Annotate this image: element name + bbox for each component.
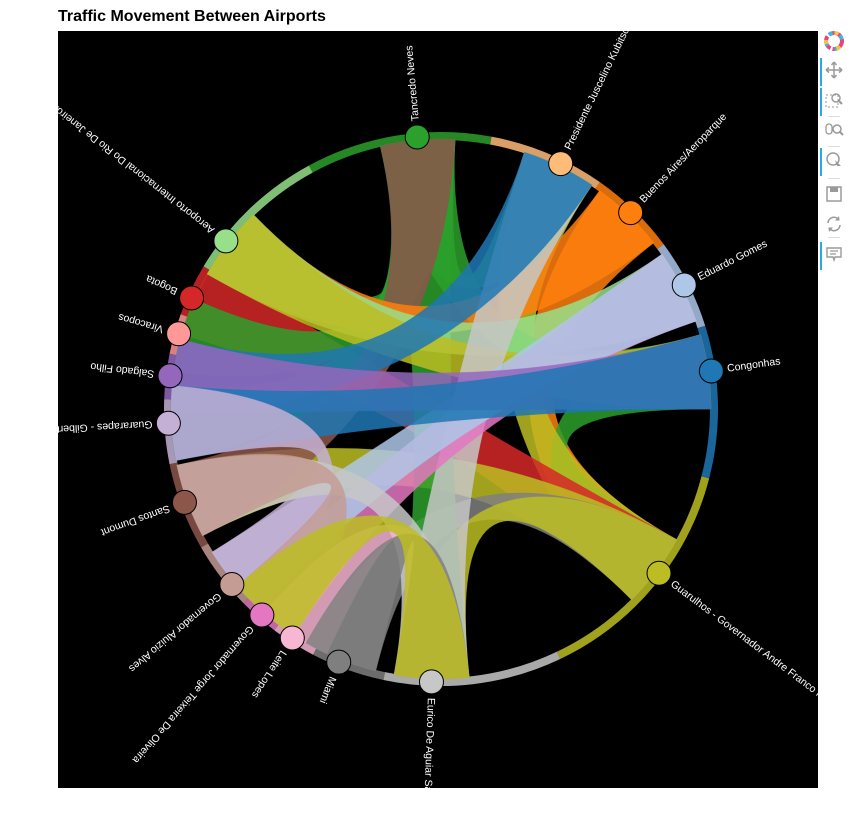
node-congonhas[interactable] <box>698 358 724 384</box>
tap-icon[interactable] <box>820 148 846 176</box>
ring-segment-presidente-juscelino-kubitschek <box>490 136 600 189</box>
node-buenos-aires-aeroparque[interactable] <box>618 200 644 226</box>
node-label-governador-aluizio-alves: Governador Aluizio Alves <box>126 590 223 674</box>
node-aeroporto-internacional-do-rio-de-janeiro-gale-o[interactable] <box>213 228 239 254</box>
wheel-zoom-icon[interactable] <box>822 118 846 142</box>
node-salgado-filho[interactable] <box>157 363 183 389</box>
node-governador-aluizio-alves[interactable] <box>219 571 245 597</box>
chart-title: Traffic Movement Between Airports <box>58 8 326 25</box>
node-label-congonhas: Congonhas <box>726 355 781 374</box>
node-presidente-juscelino-kubitschek[interactable] <box>548 151 574 177</box>
ring-segment-aeroporto-internacional-do-rio-de-janeiro-gale-o <box>203 165 313 271</box>
node-label-guarulhos-governador-andre-franco-montoro: Guarulhos - Governador Andre Franco Mont… <box>668 578 818 720</box>
node-governador-jorge-teixeira-de-oliveira[interactable] <box>249 602 275 628</box>
node-leite-lopes[interactable] <box>279 625 305 651</box>
node-guarulhos-governador-andre-franco-montoro[interactable] <box>646 560 672 586</box>
node-viracopos[interactable] <box>166 321 192 347</box>
hover-icon[interactable] <box>820 242 846 270</box>
node-label-buenos-aires-aeroparque: Buenos Aires/Aeroparque <box>637 111 729 206</box>
node-eurico-de-aguiar-salles[interactable] <box>418 669 444 695</box>
plot-area[interactable]: Congonhas Eduardo Gomes Buenos Aires/Aerop… <box>58 31 818 788</box>
chord-governador-jorge-teixeira-de-oliveira-to-eurico-de-aguiar-salles[interactable] <box>236 515 470 680</box>
node-santos-dumont[interactable] <box>171 489 197 515</box>
node-label-guararapes-gilberto-freyre: Guararapes - Gilberto Freyre <box>58 418 153 437</box>
ring-segment-eurico-de-aguiar-salles <box>383 651 561 686</box>
node-label-presidente-juscelino-kubitschek: Presidente Juscelino Kubitschek <box>562 31 639 152</box>
box-zoom-icon[interactable] <box>820 88 846 116</box>
ring-segment-tancredo-neves <box>308 132 492 173</box>
node-bogota[interactable] <box>179 285 205 311</box>
node-label-aeroporto-internacional-do-rio-de-janeiro-gale-o: Aeroporto Internacional Do Rio De Janeir… <box>58 82 217 236</box>
ring-segment-congonhas <box>697 325 718 479</box>
node-label-santos-dumont: Santos Dumont <box>99 502 171 538</box>
node-label-miami: Miami <box>317 675 339 705</box>
node-guararapes-gilberto-freyre[interactable] <box>155 410 181 436</box>
node-label-eduardo-gomes: Eduardo Gomes <box>696 238 770 283</box>
chord-diagram[interactable]: Congonhas Eduardo Gomes Buenos Aires/Aerop… <box>58 31 818 788</box>
node-eduardo-gomes[interactable] <box>671 272 697 298</box>
node-label-governador-jorge-teixeira-de-oliveira: Governador Jorge Teixeira De Oliveira <box>130 623 256 766</box>
pan-icon[interactable] <box>820 58 846 86</box>
node-label-eurico-de-aguiar-salles: Eurico De Aguiar Salles <box>421 698 437 788</box>
node-label-tancredo-neves: Tancredo Neves <box>403 45 422 122</box>
ring-segment-governador-aluizio-alves <box>201 543 250 604</box>
toolbar <box>820 29 848 274</box>
node-label-salgado-filho: Salgado Filho <box>90 360 155 380</box>
node-label-bogota: Bogota <box>144 272 179 297</box>
bokeh-logo-icon[interactable] <box>822 29 846 53</box>
reset-icon[interactable] <box>822 212 846 236</box>
node-miami[interactable] <box>326 649 352 675</box>
node-label-viracopos: Viracopos <box>117 311 165 335</box>
node-label-leite-lopes: Leite Lopes <box>249 648 289 700</box>
node-tancredo-neves[interactable] <box>404 124 430 150</box>
save-icon[interactable] <box>822 182 846 206</box>
